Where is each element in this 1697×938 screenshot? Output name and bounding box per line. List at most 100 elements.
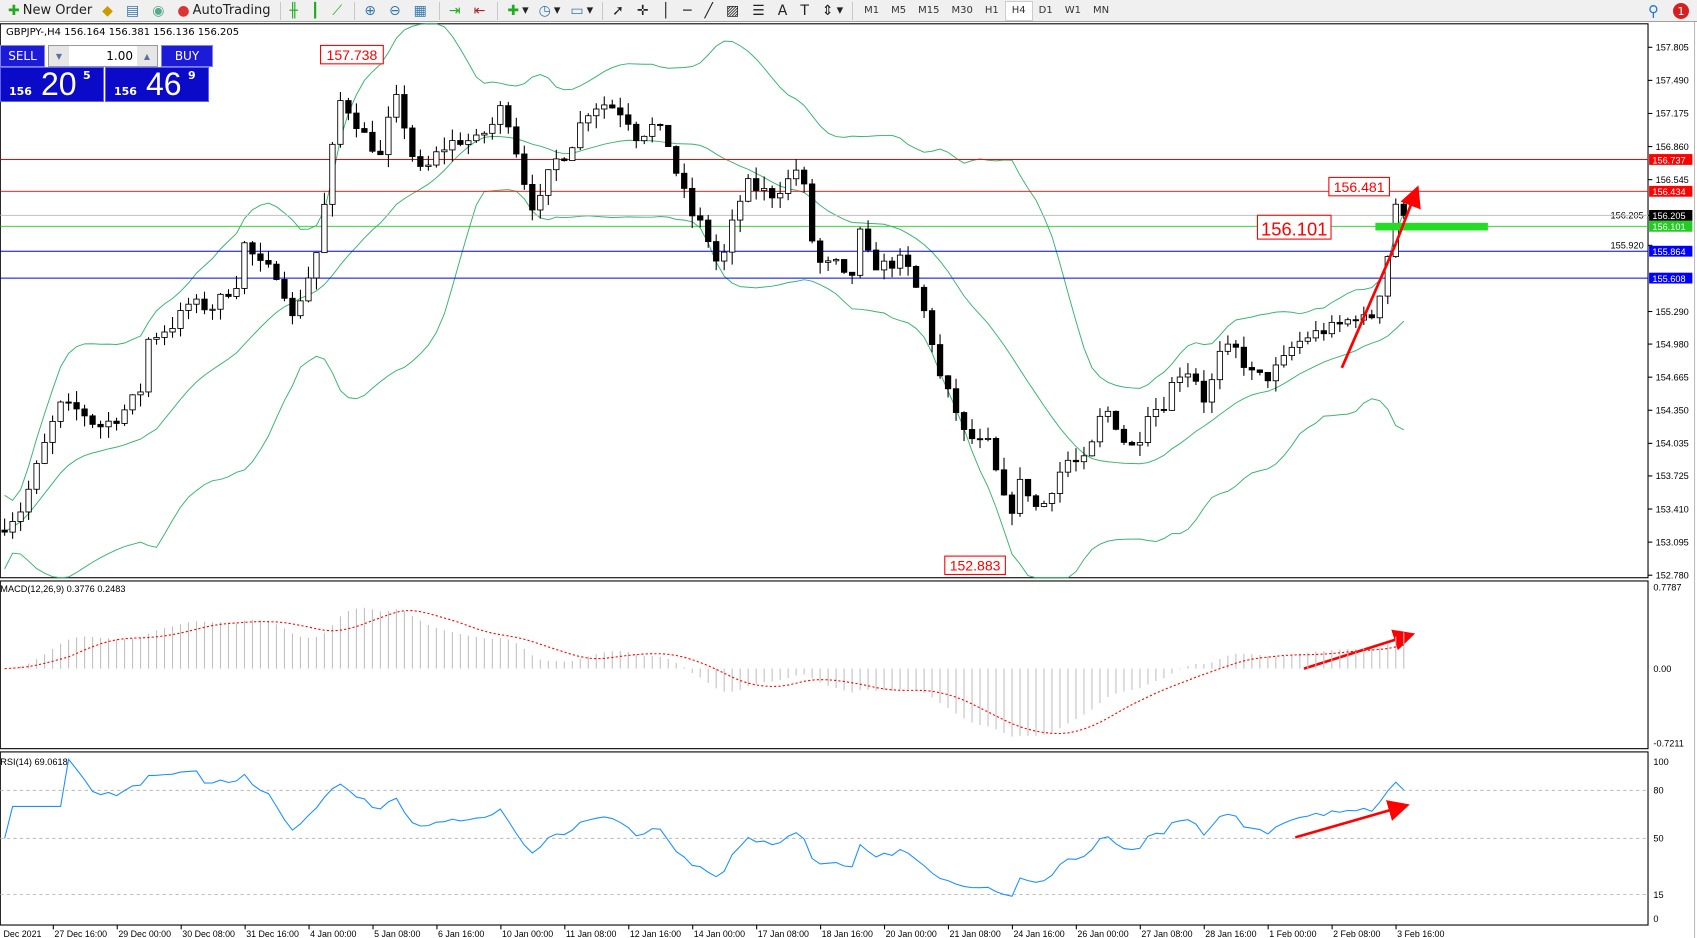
bull-candle-body — [1064, 459, 1072, 473]
price-axis-label: 155.920 — [1610, 241, 1643, 251]
new-order-button[interactable]: ✚ New Order — [8, 2, 93, 19]
bear-candle-body — [976, 438, 984, 441]
horizontal-line-button[interactable]: ─ — [679, 1, 698, 21]
buy-quote[interactable]: 156 46 9 — [105, 66, 209, 102]
indicators-icon: ✚ — [507, 2, 520, 19]
candle — [713, 234, 720, 271]
autoscroll-button[interactable]: ⇥ — [445, 1, 468, 21]
price-axis-label: 153.410 — [1656, 504, 1689, 514]
bear-candle-body — [944, 375, 952, 390]
bear-candle-body — [1032, 495, 1040, 507]
bear-candle-body — [753, 178, 760, 192]
autotrading-button[interactable]: ● AutoTrading — [177, 2, 271, 19]
templates-button[interactable]: ▭ ▾ — [570, 2, 594, 19]
bear-candle-body — [1248, 367, 1256, 371]
sell-quote[interactable]: 156 20 5 — [0, 66, 104, 102]
bull-candle-body — [785, 178, 792, 194]
lot-size-stepper[interactable]: ▼ 1.00 ▲ — [48, 45, 158, 67]
periods-button[interactable]: ◷ ▾ — [538, 2, 561, 19]
candle — [249, 241, 256, 266]
candle — [337, 92, 344, 148]
buy-button[interactable]: BUY — [161, 45, 213, 67]
market-watch-button[interactable]: ▤ — [122, 1, 146, 21]
metaeditor-button[interactable]: ◆ — [98, 1, 120, 21]
time-axis-label: 21 Jan 08:00 — [950, 929, 1001, 938]
line-chart-button[interactable]: ⟋ — [328, 1, 349, 21]
chart-shift-button[interactable]: ⇤ — [470, 1, 493, 21]
sell-button[interactable]: SELL — [0, 45, 45, 67]
timeframe-m5[interactable]: M5 — [891, 5, 907, 16]
notifications-badge[interactable]: 1 — [1673, 3, 1689, 19]
bear-candle-body — [65, 401, 72, 404]
candle — [385, 106, 392, 168]
time-axis-label: 14 Jan 00:00 — [694, 929, 745, 938]
timeframe-h1[interactable]: H1 — [984, 5, 999, 16]
signals-button[interactable]: ◉ — [148, 1, 171, 21]
candlestick-button[interactable]: ┃ — [307, 1, 326, 21]
timeframe-d1[interactable]: D1 — [1038, 5, 1053, 16]
bull-candle-body — [169, 328, 176, 333]
bull-candle-body — [137, 391, 144, 396]
bull-candle-body — [721, 251, 728, 262]
candle — [593, 103, 600, 129]
zoom-out-button[interactable]: ⊖ — [385, 1, 408, 21]
candle — [569, 146, 576, 162]
arrows-button[interactable]: ⇕ ▾ — [821, 2, 844, 19]
timeframe-w1[interactable]: W1 — [1064, 5, 1081, 16]
crosshair-button[interactable]: ✛ — [633, 1, 656, 21]
indicators-button[interactable]: ✚ ▾ — [507, 2, 529, 19]
cursor-button[interactable]: ➚ — [608, 1, 631, 21]
bear-candle-body — [625, 114, 632, 125]
candle — [369, 120, 376, 153]
sell-price-point: 5 — [83, 69, 91, 82]
tile-icon: ▦ — [413, 2, 427, 19]
text-label-button[interactable]: T — [796, 1, 816, 21]
timeframe-m1[interactable]: M1 — [864, 5, 880, 16]
equidistant-channel-button[interactable]: ▨ — [722, 1, 746, 21]
timeframe-m30[interactable]: M30 — [951, 5, 973, 16]
bull-candle-body — [856, 228, 864, 276]
timeframe-mn[interactable]: MN — [1092, 5, 1110, 16]
bull-candle-body — [57, 401, 64, 422]
bull-candle-body — [489, 123, 496, 134]
bull-candle-body — [121, 409, 128, 424]
bull-candle-body — [241, 242, 248, 289]
candlestick-icon: ┃ — [310, 2, 320, 19]
time-axis-label: 31 Dec 16:00 — [246, 929, 299, 938]
bear-candle-body — [369, 131, 376, 152]
text-button[interactable]: A — [774, 1, 795, 21]
bull-candle-body — [1296, 340, 1303, 348]
arrows-icon: ⇕ — [821, 2, 834, 19]
bear-candle-body — [1232, 343, 1240, 348]
bull-candle-body — [313, 252, 320, 279]
bar-chart-button[interactable]: ╫ — [286, 1, 305, 21]
template-icon: ▭ — [570, 2, 584, 19]
search-icon: ⚲ — [1648, 2, 1659, 20]
fibonacci-button[interactable]: ☰ — [748, 1, 772, 21]
vertical-line-button[interactable]: │ — [658, 1, 677, 21]
tile-windows-button[interactable]: ▦ — [410, 1, 434, 21]
timeframe-m15[interactable]: M15 — [918, 5, 940, 16]
bull-candle-body — [824, 260, 832, 263]
increase-lot-icon[interactable]: ▲ — [137, 46, 157, 66]
time-axis-label: 27 Dec 16:00 — [54, 929, 107, 938]
candle — [233, 275, 240, 300]
macd-histogram — [12, 607, 1405, 737]
zoom-in-button[interactable]: ⊕ — [360, 1, 383, 21]
lot-size-input[interactable]: 1.00 — [106, 49, 133, 63]
price-axis-label: 157.805 — [1656, 43, 1689, 53]
trendline-button[interactable]: ╱ — [701, 1, 720, 21]
candle — [1224, 335, 1232, 355]
search-button[interactable]: ⚲ — [1644, 1, 1663, 21]
timeframe-h4[interactable]: H4 — [1004, 0, 1033, 21]
candle — [97, 420, 104, 439]
candles — [1, 84, 1407, 539]
chart-shift-icon: ⇤ — [473, 2, 486, 19]
bull-candle-body — [297, 300, 304, 317]
time-axis-label: 4 Jan 00:00 — [310, 929, 356, 938]
decrease-lot-icon[interactable]: ▼ — [49, 46, 69, 66]
candle — [1096, 408, 1104, 448]
candle — [169, 317, 176, 338]
candle — [1344, 317, 1351, 327]
